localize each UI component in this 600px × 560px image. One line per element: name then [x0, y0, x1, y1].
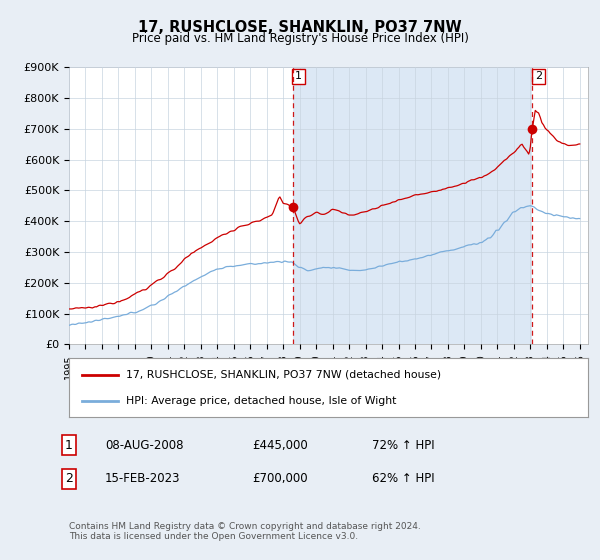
Text: 15-FEB-2023: 15-FEB-2023	[105, 472, 181, 486]
Text: 2: 2	[535, 72, 542, 81]
Text: 62% ↑ HPI: 62% ↑ HPI	[372, 472, 434, 486]
Text: 72% ↑ HPI: 72% ↑ HPI	[372, 438, 434, 452]
Text: Price paid vs. HM Land Registry's House Price Index (HPI): Price paid vs. HM Land Registry's House …	[131, 32, 469, 45]
Text: £445,000: £445,000	[252, 438, 308, 452]
Text: 1: 1	[65, 438, 73, 452]
Text: 2: 2	[65, 472, 73, 486]
Text: HPI: Average price, detached house, Isle of Wight: HPI: Average price, detached house, Isle…	[126, 396, 397, 406]
Text: 1: 1	[295, 72, 302, 81]
Text: £700,000: £700,000	[252, 472, 308, 486]
Text: 17, RUSHCLOSE, SHANKLIN, PO37 7NW (detached house): 17, RUSHCLOSE, SHANKLIN, PO37 7NW (detac…	[126, 370, 441, 380]
Bar	[293, 67, 532, 344]
Text: 08-AUG-2008: 08-AUG-2008	[105, 438, 184, 452]
Text: 17, RUSHCLOSE, SHANKLIN, PO37 7NW: 17, RUSHCLOSE, SHANKLIN, PO37 7NW	[138, 20, 462, 35]
Text: Contains HM Land Registry data © Crown copyright and database right 2024.
This d: Contains HM Land Registry data © Crown c…	[69, 522, 421, 542]
